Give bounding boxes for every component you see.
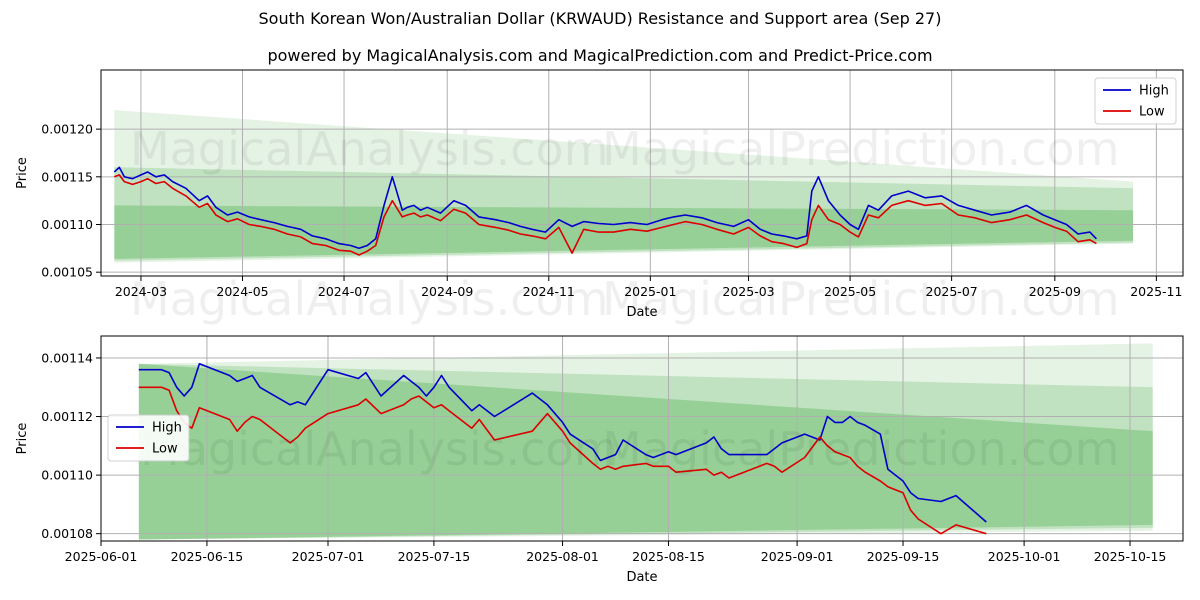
top-axes-frame <box>100 69 1184 277</box>
bottom-x-tick-label: 2025-06-01 <box>65 549 138 564</box>
bottom-x-axis-label: Date <box>626 570 657 585</box>
bottom-y-tick-label: 0.00112 <box>41 409 93 424</box>
bottom-band-1 <box>138 363 1153 540</box>
top-x-tick-label: 2025-09 <box>1029 284 1081 299</box>
bottom-legend-label-low: Low <box>152 442 178 457</box>
top-x-axis-label: Date <box>626 305 657 320</box>
bottom-watermark: MagicalAnalysis.com <box>140 422 619 476</box>
top-watermark: MagicalAnalysis.com <box>130 272 609 326</box>
bottom-watermark: MagicalPrediction.com <box>602 422 1120 476</box>
top-x-tick-label: 2025-01 <box>624 284 676 299</box>
top-legend-label-high: High <box>1139 84 1169 99</box>
top-x-tick-label: 2025-03 <box>722 284 774 299</box>
bottom-x-tick-label: 2025-08-15 <box>632 549 705 564</box>
top-x-tick-label: 2024-07 <box>318 284 370 299</box>
top-x-tick-label: 2025-07 <box>926 284 978 299</box>
bottom-x-tick-label: 2025-08-01 <box>526 549 599 564</box>
bottom-x-tick-label: 2025-10-15 <box>1094 549 1167 564</box>
bottom-y-tick-label: 0.00108 <box>41 526 93 541</box>
top-band-2 <box>114 205 1134 259</box>
bottom-band-2 <box>138 363 1153 540</box>
top-x-tick-label: 2024-05 <box>216 284 268 299</box>
top-x-tick-label: 2024-03 <box>115 284 167 299</box>
bottom-chart-panel: 2025-06-01 2025-06-15 2025-07-01 2025-07-15… <box>15 335 1184 585</box>
top-y-tick-label: 0.00110 <box>41 217 93 232</box>
top-x-tick-label: 2025-05 <box>824 284 876 299</box>
chart-subtitle: powered by MagicalAnalysis.com and Magic… <box>267 46 933 65</box>
bottom-x-tick-label: 2025-07-01 <box>292 549 365 564</box>
top-legend: High Low <box>1094 77 1177 125</box>
top-series-high-line <box>113 166 1097 250</box>
bottom-x-tick-label: 2025-07-15 <box>398 549 471 564</box>
top-y-tick-label: 0.00115 <box>41 169 93 184</box>
bottom-y-tick-label: 0.00110 <box>41 468 93 483</box>
top-x-tick-label: 2025-11 <box>1130 284 1182 299</box>
bottom-legend-label-high: High <box>152 421 182 436</box>
bottom-x-tick-label: 2025-09-15 <box>867 549 940 564</box>
top-y-tick-label: 0.00120 <box>41 122 93 137</box>
chart-title: South Korean Won/Australian Dollar (KRWA… <box>258 9 942 28</box>
bottom-axes-frame <box>100 335 1184 542</box>
top-series-low-line <box>114 174 1097 256</box>
bottom-x-tick-label: 2025-10-01 <box>988 549 1061 564</box>
bottom-y-tick-label: 0.00114 <box>41 350 93 365</box>
top-y-axis-label: Price <box>15 157 30 189</box>
top-x-tick-label: 2024-09 <box>421 284 473 299</box>
bottom-y-axis-label: Price <box>15 423 30 455</box>
bottom-x-tick-label: 2025-06-15 <box>171 549 244 564</box>
top-band-1 <box>114 167 1134 261</box>
bottom-series-high-line <box>138 362 987 523</box>
top-y-tick-label: 0.00105 <box>41 265 93 280</box>
top-legend-label-low: Low <box>1139 105 1165 120</box>
top-watermark: MagicalPrediction.com <box>602 122 1120 176</box>
top-chart-panel: 2024-03 2024-05 2024-07 2024-09 2024-11 2025-… <box>15 69 1184 326</box>
bottom-legend: High Low <box>107 414 190 462</box>
top-watermark: MagicalAnalysis.com <box>130 122 609 176</box>
bottom-x-tick-label: 2025-09-01 <box>761 549 834 564</box>
top-x-tick-label: 2024-11 <box>523 284 575 299</box>
bottom-series-low-line <box>138 386 987 535</box>
top-watermark: MagicalPrediction.com <box>602 272 1120 326</box>
